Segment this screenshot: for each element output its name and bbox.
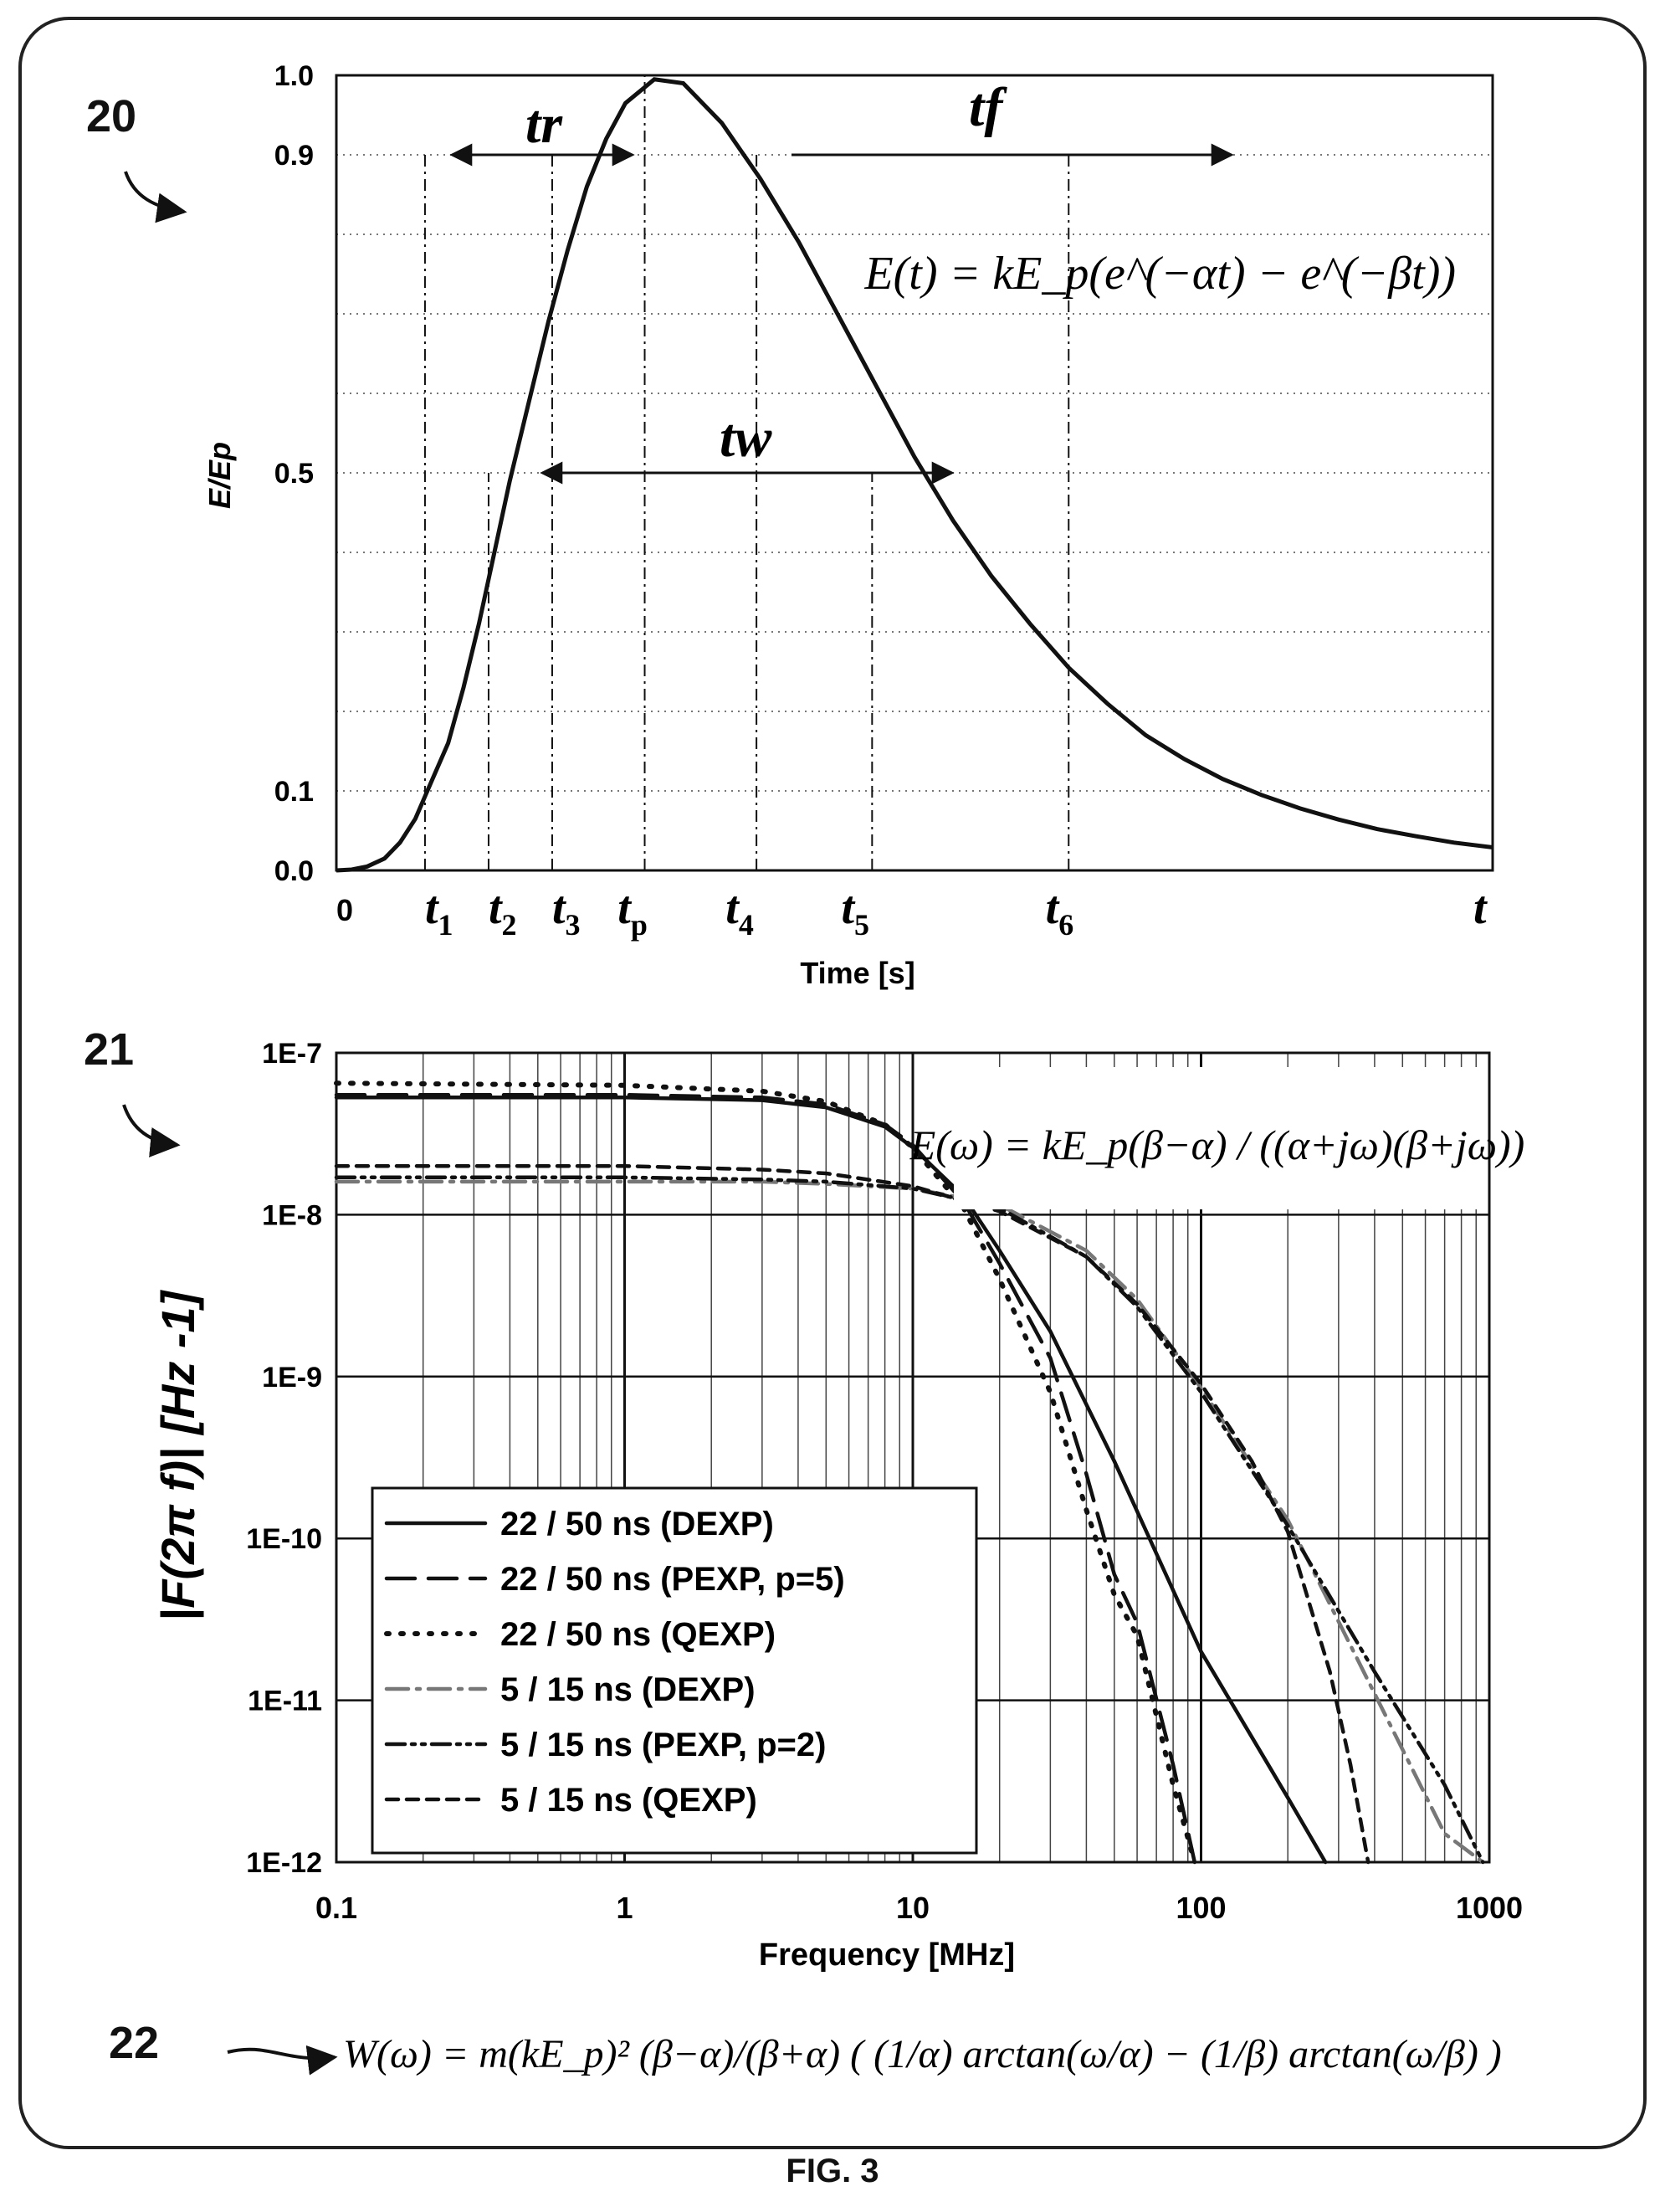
legend-label: 5 / 15 ns (DEXP): [500, 1671, 756, 1708]
legend-box: [371, 1486, 978, 1855]
freq-y-tick-label: 1E-8: [262, 1199, 322, 1231]
time-x-tick-label: t5: [841, 882, 869, 942]
frequency-legend: 22 / 50 ns (DEXP) 22 / 50 ns (PEXP, p=5) 2…: [371, 1486, 978, 1855]
ref-label-21: 21: [84, 1024, 135, 1075]
freq-x-tick-label: 1000: [1456, 1891, 1523, 1925]
freq-series-line: [334, 1092, 1197, 1865]
legend-label: 22 / 50 ns (PEXP, p=5): [500, 1561, 845, 1598]
freq-series-line: [334, 1179, 1485, 1865]
legend-label: 5 / 15 ns (PEXP, p=2): [500, 1727, 826, 1763]
freq-y-tick-label: 1E-12: [246, 1847, 322, 1879]
tr-label: tr: [525, 94, 563, 155]
freq-x-tick-label: 1: [616, 1891, 633, 1925]
figure-frame: [18, 17, 1647, 2149]
time-x-tick-label: 0: [336, 893, 353, 927]
time-y-tick-label: 0.9: [274, 140, 314, 172]
freq-y-tick-label: 1E-9: [262, 1362, 322, 1393]
freq-y-tick-label: 1E-7: [262, 1038, 322, 1070]
time-y-tick-label: 0.1: [274, 776, 314, 808]
legend-label: 22 / 50 ns (DEXP): [500, 1506, 774, 1542]
time-y-axis-title: E/Ep: [202, 442, 237, 509]
frequency-chart-ticks: 0.1 1 10 100 1000 1E-12 1E-11 1E-10 1E-9 1E-8 1E-7: [246, 1038, 1523, 1925]
time-y-tick-label: 0.5: [274, 458, 314, 490]
freq-series-line: [334, 1080, 1197, 1865]
power-formula: W(ω) = m(kE_p)² (β−α)/(β+α) ( (1/α) arct…: [343, 2032, 1502, 2076]
freq-equation: E(ω) = kE_p(β−α) / ((α+jω)(β+jω)): [909, 1121, 1525, 1168]
frequency-y-axis-title: |F(2π f)| [Hz -1]: [151, 1289, 204, 1621]
ref-label-22: 22: [109, 2018, 160, 2068]
pulse-curve: [336, 77, 1493, 873]
time-y-tick-label: 1.0: [274, 60, 314, 92]
freq-equation-bg: [954, 1067, 1481, 1209]
time-y-tick-label: 0.0: [274, 855, 314, 887]
time-domain-chart: 0.0 0.1 0.5 0.9 1.0 tr tf tw E(t) = kE_p(e^(…: [202, 60, 1494, 990]
figure-caption: FIG. 3: [786, 2153, 879, 2189]
freq-x-tick-label: 10: [896, 1891, 930, 1925]
time-x-tick-label: t: [1473, 882, 1488, 934]
freq-y-tick-label: 1E-10: [246, 1523, 322, 1555]
tw-label: tw: [720, 408, 772, 469]
ref-arrow-21: [122, 1104, 181, 1157]
freq-series-line: [334, 1175, 1485, 1865]
freq-x-tick-label: 100: [1176, 1891, 1226, 1925]
freq-series-line: [334, 1163, 1370, 1865]
frequency-chart: 0.1 1 10 100 1000 1E-12 1E-11 1E-10 1E-9 1E-8 1E-7…: [151, 1038, 1524, 1973]
time-chart-frame: [335, 74, 1494, 872]
time-x-tick-label: t2: [489, 882, 517, 942]
freq-y-tick-label: 1E-11: [248, 1686, 322, 1717]
time-x-tick-label: t3: [552, 882, 581, 942]
time-chart-x-labels: 0 t1 t2 t3 tp t4 t5 t6 t: [336, 882, 1488, 942]
legend-label: 5 / 15 ns (QEXP): [500, 1782, 757, 1819]
freq-x-tick-label: 0.1: [315, 1891, 357, 1925]
ref-arrow-20: [124, 171, 187, 223]
time-chart-y-ticks: 0.0 0.1 0.5 0.9 1.0: [274, 60, 314, 887]
ref-arrow-22: [227, 2045, 338, 2076]
frequency-chart-frame: [335, 1051, 1491, 1864]
time-x-tick-label: tp: [617, 882, 648, 942]
legend-label: 22 / 50 ns (QEXP): [500, 1616, 776, 1653]
ref-label-20: 20: [86, 91, 137, 141]
time-equation: E(t) = kE_p(e^(−αt) − e^(−βt)): [863, 248, 1456, 300]
tf-label: tf: [969, 77, 1007, 138]
frequency-x-axis-title: Frequency [MHz]: [759, 1937, 1015, 1973]
time-x-tick-label: t1: [425, 882, 453, 942]
time-x-tick-label: t6: [1046, 882, 1074, 942]
time-x-tick-label: t4: [725, 882, 754, 942]
time-x-axis-title: Time [s]: [800, 956, 914, 990]
